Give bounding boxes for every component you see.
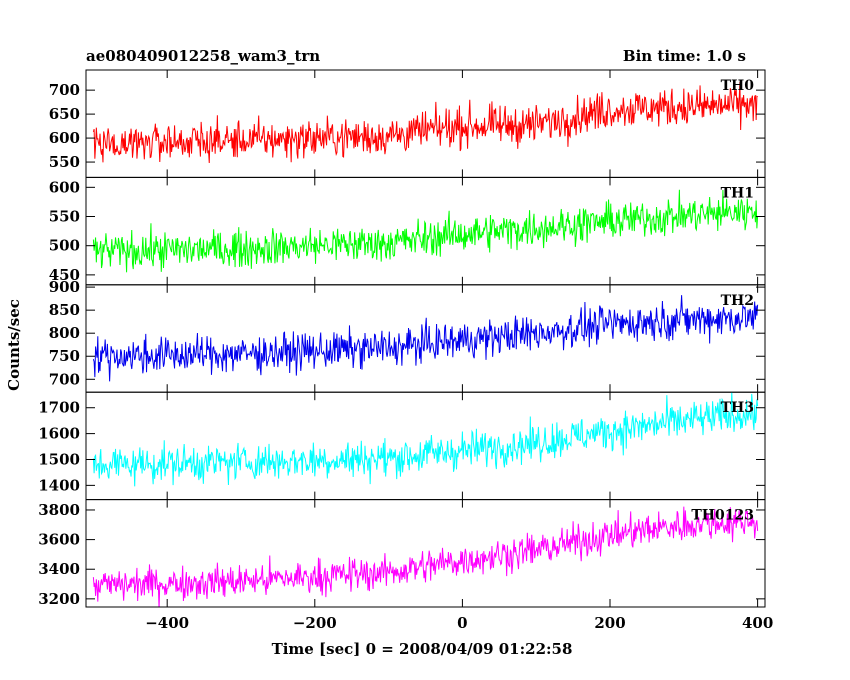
x-tick-label: 400 <box>742 614 773 632</box>
y-tick-label: 3600 <box>38 531 80 549</box>
chart-title: ae080409012258_wam3_trn <box>86 47 320 65</box>
series-line-th0123 <box>92 506 759 608</box>
series-line-th2 <box>92 295 759 382</box>
y-tick-label: 450 <box>49 266 80 284</box>
y-tick-label: 600 <box>49 129 80 147</box>
panel-tag-th1: TH1 <box>721 185 754 201</box>
y-tick-label: 1400 <box>38 476 80 494</box>
panel-tag-th0123: TH0123 <box>691 508 754 524</box>
panel-th2: 700 750 800 850 900 TH2 <box>49 278 766 393</box>
y-tick-label: 750 <box>49 347 80 365</box>
x-tick-label: −400 <box>145 614 189 632</box>
panel-tag-th0: TH0 <box>721 78 755 94</box>
y-tick-label: 3400 <box>38 560 80 578</box>
x-axis-label: Time [sec] 0 = 2008/04/09 01:22:58 <box>272 640 573 658</box>
series-line-th0 <box>92 81 758 163</box>
y-tick-label: 800 <box>49 324 80 342</box>
panel-th0123: 3200 3400 3600 3800 TH0123 <box>38 499 766 608</box>
y-tick-label: 700 <box>49 81 80 99</box>
y-tick-label: 3200 <box>38 590 80 608</box>
panel-tag-th2: TH2 <box>721 293 754 309</box>
y-tick-label: 550 <box>49 153 80 171</box>
x-tick-label: 0 <box>457 614 467 632</box>
y-tick-label: 600 <box>49 178 80 196</box>
bin-time-label: Bin time: 1.0 s <box>623 47 746 65</box>
y-tick-label: 1500 <box>38 450 80 468</box>
y-tick-label: 1700 <box>38 399 80 417</box>
series-line-th3 <box>92 392 759 487</box>
y-tick-label: 1600 <box>38 425 80 443</box>
y-tick-label: 900 <box>49 278 80 296</box>
y-tick-label: 3800 <box>38 501 80 519</box>
x-tick-label: 200 <box>594 614 625 632</box>
panels-group: 550 600 650 700 TH0 450 500 550 600 TH1 700 750 800 8… <box>38 69 766 608</box>
y-axis-label: Counts/sec <box>5 299 23 391</box>
panel-frame <box>85 499 766 608</box>
y-tick-label: 650 <box>49 105 80 123</box>
y-tick-label: 700 <box>49 370 80 388</box>
x-tick-label: −200 <box>293 614 337 632</box>
y-tick-label: 500 <box>49 237 80 255</box>
y-tick-label: 550 <box>49 208 80 226</box>
x-axis: −400 −200 0 200 400 <box>145 614 773 632</box>
series-line-th1 <box>92 189 759 273</box>
y-tick-label: 850 <box>49 301 80 319</box>
panel-th3: 1400 1500 1600 1700 TH3 <box>38 391 766 501</box>
panel-th0: 550 600 650 700 TH0 <box>49 69 766 178</box>
panel-th1: 450 500 550 600 TH1 <box>49 176 766 286</box>
panel-frame <box>85 284 766 393</box>
panel-tag-th3: TH3 <box>721 400 754 416</box>
